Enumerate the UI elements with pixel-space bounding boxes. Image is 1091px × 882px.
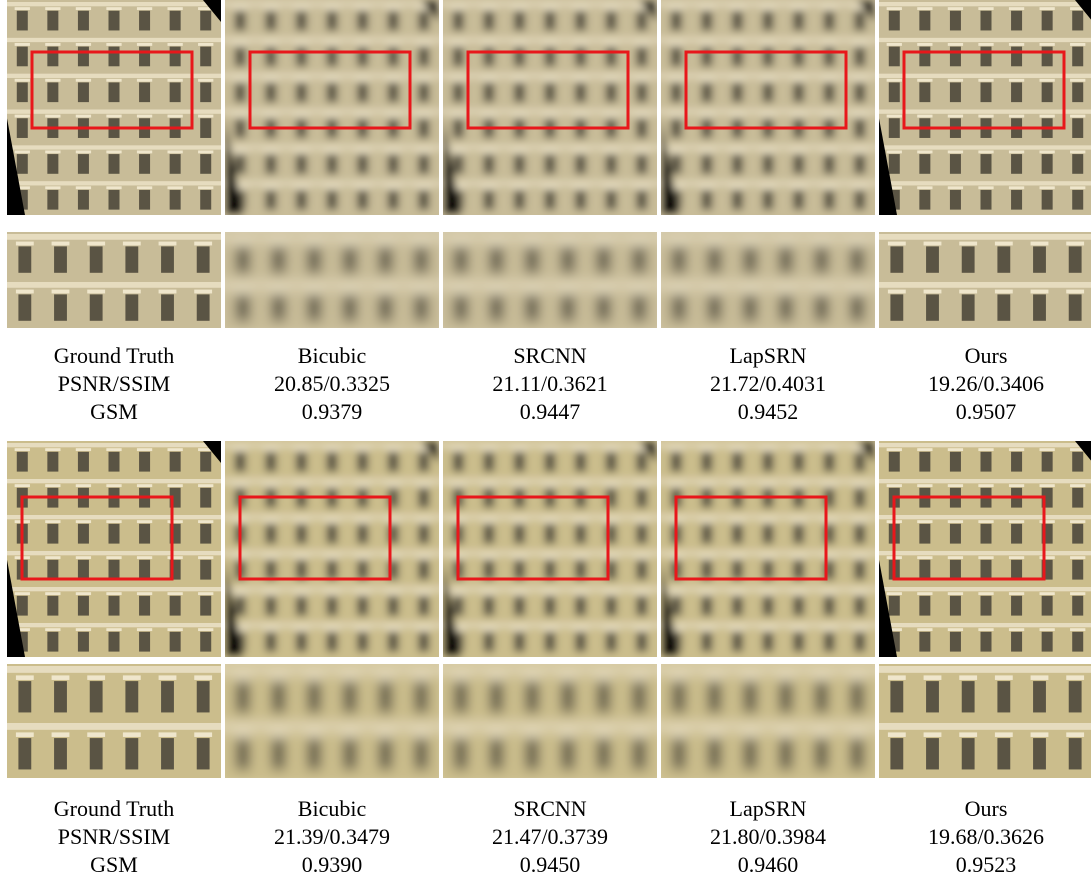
zoomed-crop — [7, 664, 221, 778]
metric-label: 19.68/0.3626 — [879, 823, 1091, 851]
metric-label: 21.47/0.3739 — [443, 823, 657, 851]
metric-label: 21.72/0.4031 — [661, 370, 875, 398]
metric-label: GSM — [7, 398, 221, 426]
metric-label: 0.9450 — [443, 851, 657, 879]
method-label: Ours — [879, 795, 1091, 823]
facade-image — [879, 441, 1091, 657]
metric-label: 21.11/0.3621 — [443, 370, 657, 398]
method-label: Ours — [879, 342, 1091, 370]
facade-image — [661, 0, 875, 215]
facade-image — [661, 441, 875, 657]
metric-label: PSNR/SSIM — [7, 823, 221, 851]
method-label: LapSRN — [661, 795, 875, 823]
metric-label: 19.26/0.3406 — [879, 370, 1091, 398]
metric-label: 0.9379 — [225, 398, 439, 426]
zoomed-crop — [661, 664, 875, 778]
facade-image — [443, 0, 657, 215]
zoomed-crop — [443, 232, 657, 328]
zoomed-crop — [225, 232, 439, 328]
metric-label: GSM — [7, 851, 221, 879]
method-label: Bicubic — [225, 795, 439, 823]
metric-label: 0.9523 — [879, 851, 1091, 879]
method-label: Bicubic — [225, 342, 439, 370]
zoomed-crop — [879, 664, 1091, 778]
method-label: SRCNN — [443, 342, 657, 370]
metric-label: 0.9452 — [661, 398, 875, 426]
metric-label: 20.85/0.3325 — [225, 370, 439, 398]
zoomed-crop — [661, 232, 875, 328]
method-label: LapSRN — [661, 342, 875, 370]
method-label: SRCNN — [443, 795, 657, 823]
facade-image — [879, 0, 1091, 215]
zoomed-crop — [879, 232, 1091, 328]
facade-image — [443, 441, 657, 657]
metric-label: 0.9460 — [661, 851, 875, 879]
metric-label: 0.9507 — [879, 398, 1091, 426]
zoomed-crop — [225, 664, 439, 778]
method-label: Ground Truth — [7, 795, 221, 823]
facade-image — [225, 0, 439, 215]
facade-image — [7, 441, 221, 657]
metric-label: 0.9447 — [443, 398, 657, 426]
figure: {"examples": [ {"columns": [ {"method": … — [0, 0, 1091, 882]
zoomed-crop — [7, 232, 221, 328]
facade-image — [7, 0, 221, 215]
zoomed-crop — [443, 664, 657, 778]
metric-label: 21.80/0.3984 — [661, 823, 875, 851]
metric-label: PSNR/SSIM — [7, 370, 221, 398]
method-label: Ground Truth — [7, 342, 221, 370]
metric-label: 0.9390 — [225, 851, 439, 879]
metric-label: 21.39/0.3479 — [225, 823, 439, 851]
facade-image — [225, 441, 439, 657]
